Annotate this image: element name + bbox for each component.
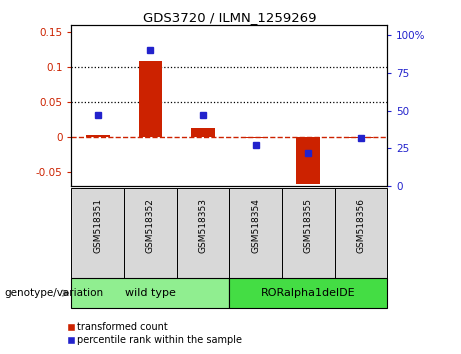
Text: wild type: wild type <box>125 288 176 298</box>
Bar <box>230 278 387 308</box>
Bar <box>335 188 387 278</box>
Text: GSM518354: GSM518354 <box>251 199 260 253</box>
Bar <box>282 188 335 278</box>
Text: GSM518355: GSM518355 <box>304 199 313 253</box>
Bar <box>244 137 267 138</box>
Text: GSM518356: GSM518356 <box>356 199 366 253</box>
Text: GSM518351: GSM518351 <box>93 199 102 253</box>
Bar <box>191 129 215 137</box>
Title: GDS3720 / ILMN_1259269: GDS3720 / ILMN_1259269 <box>142 11 316 24</box>
Bar <box>124 188 177 278</box>
Text: genotype/variation: genotype/variation <box>5 288 104 298</box>
Text: GSM518353: GSM518353 <box>199 199 207 253</box>
Text: GSM518352: GSM518352 <box>146 199 155 253</box>
Bar <box>177 188 230 278</box>
Bar <box>230 188 282 278</box>
Bar <box>296 137 320 184</box>
Bar <box>349 137 373 138</box>
Bar <box>71 188 124 278</box>
Bar <box>71 278 230 308</box>
Text: RORalpha1delDE: RORalpha1delDE <box>261 288 355 298</box>
Bar <box>86 136 110 137</box>
Legend: transformed count, percentile rank within the sample: transformed count, percentile rank withi… <box>65 319 246 349</box>
Bar <box>139 61 162 137</box>
